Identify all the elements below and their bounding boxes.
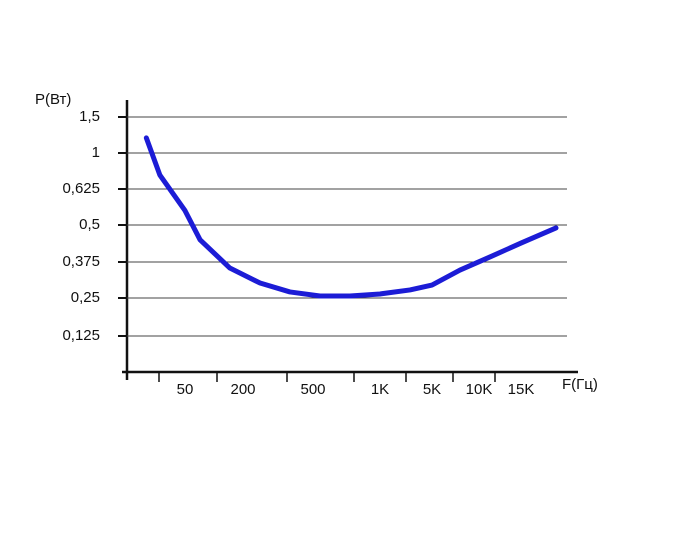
y-tick-label: 1 [92, 144, 100, 161]
x-tick-label: 200 [230, 381, 255, 398]
x-tick-label: 500 [300, 381, 325, 398]
y-tick-label: 1,5 [79, 108, 100, 125]
x-tick-label: 5K [423, 381, 441, 398]
x-axis-label: F(Гц) [562, 376, 598, 393]
x-tick-label: 10K [466, 381, 493, 398]
x-tick-label: 15K [508, 381, 535, 398]
y-tick-label: 0,25 [71, 289, 100, 306]
y-tick-label: 0,375 [62, 253, 100, 270]
y-tick-label: 0,625 [62, 180, 100, 197]
y-axis-label: P(Вт) [35, 91, 71, 108]
line-series [143, 135, 559, 299]
x-tick-label: 50 [177, 381, 194, 398]
y-tick-label: 0,125 [62, 327, 100, 344]
y-tick-label: 0,5 [79, 216, 100, 233]
x-tick-label: 1K [371, 381, 389, 398]
